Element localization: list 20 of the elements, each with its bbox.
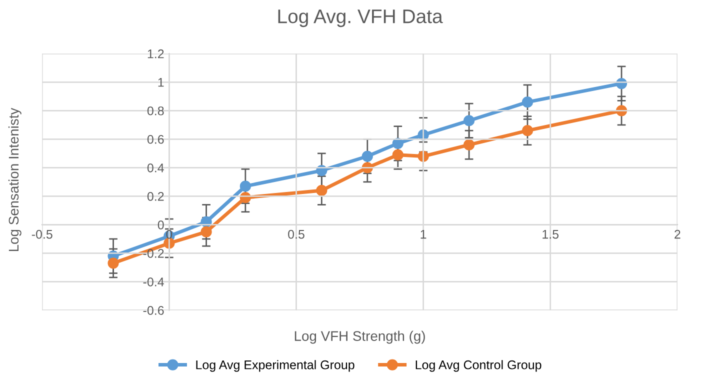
legend-label: Log Avg Experimental Group: [196, 360, 354, 372]
y-tick-label: 0.6: [147, 134, 164, 144]
x-tick-label: 0.5: [288, 230, 304, 239]
y-tick-label: -0.2: [143, 249, 164, 258]
chart-title: Log Avg. VFH Data: [278, 10, 443, 28]
y-tick-label: 1: [158, 78, 164, 87]
x-axis-title: Log VFH Strength (g): [294, 330, 425, 344]
x-tick-label: 2: [674, 230, 680, 239]
x-tick-label: -0.5: [32, 230, 52, 239]
y-tick-label: 0.4: [147, 163, 164, 172]
x-tick-label: 1: [420, 230, 426, 239]
y-tick-label: 0.8: [147, 106, 164, 116]
y-tick-label: -0.6: [143, 306, 164, 315]
x-tick-label: 1.5: [542, 230, 559, 239]
y-tick-label: 0.2: [147, 192, 164, 201]
y-tick-label: 1.2: [148, 49, 164, 58]
y-tick-label: 0: [158, 220, 164, 230]
y-axis-title: Log Sensation Intenisty: [8, 108, 22, 252]
legend-label: Log Avg Control Group: [416, 360, 542, 372]
y-tick-label: -0.4: [143, 278, 164, 286]
